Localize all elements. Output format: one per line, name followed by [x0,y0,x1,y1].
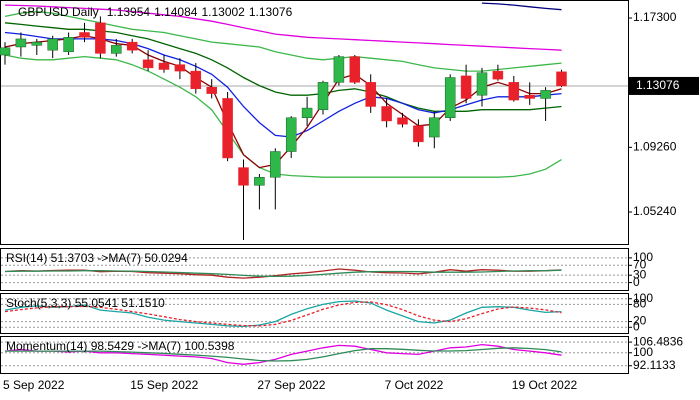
y-tick-label: 0 [633,319,640,333]
x-tick-label: 5 Sep 2022 [3,378,65,392]
y-tick-label: 0 [633,275,640,289]
panel-frame [0,293,629,334]
candle-body [142,59,154,69]
panel-title: Momentum(14) 98.5429 ->MA(7) 100.5398 [6,339,235,353]
ohlc-value: 1.13076 [249,5,293,19]
candle-body [158,62,170,70]
price-label: 1.13076 [636,78,680,92]
indicator-line [4,10,562,72]
candle-body [301,107,313,118]
candle-body [397,117,408,125]
chart-title: GBPUSD Daily [18,5,99,19]
candle-body [365,82,376,107]
candle-body [492,70,504,80]
candle-body [556,71,567,87]
y-tick-label: 30 [633,267,647,281]
candle-body [238,167,249,186]
candle-body [254,176,265,186]
candle-body [174,64,186,72]
candle-body [444,77,456,118]
candle-body [63,37,74,53]
y-tick-label: 20 [633,314,647,328]
candle-body [206,86,217,94]
candle-body [381,106,392,122]
indicator-line [4,300,562,328]
y-tick-label: 80 [633,297,647,311]
candle-body [79,32,90,38]
y-tick-label: 1.05240 [633,204,677,218]
chart-header: GBPUSD Daily 1.13954 1.14084 1.13002 1.13076 [18,5,293,19]
candle-body [524,94,535,99]
ohlc-value: 1.14084 [154,5,198,19]
y-tick-label: 1.17300 [633,10,677,24]
candle-body [126,41,138,51]
indicator-line [4,4,562,51]
indicator-line [4,54,562,178]
panel-title: RSI(14) 51.3703 ->MA(7) 50.0294 [6,251,188,265]
indicator-line [4,268,562,279]
candle-body [429,117,440,138]
candle-body [270,151,281,178]
price-label-box [629,76,699,95]
indicator-line [4,269,562,278]
candle-body [317,82,329,110]
x-tick-label: 7 Oct 2022 [385,378,444,392]
panel-frame [0,248,629,291]
candle-body [333,56,345,83]
panel-frame [0,0,629,245]
y-tick-label: 100 [633,345,653,359]
candle-body [47,38,58,51]
candle-body [15,38,27,48]
y-tick-label: 100 [633,291,653,305]
indicator-line [5,347,562,362]
candle-body [476,72,488,96]
candle-body [540,90,551,99]
candle-body [285,117,297,152]
panel-title: Stoch(5,3,3) 55.0541 51.1510 [6,296,165,310]
indicator-line [4,301,562,327]
x-tick-label: 15 Sep 2022 [130,378,198,392]
candle-body [0,47,11,56]
candle-body [190,70,202,90]
ohlc-value: 1.13954 [107,5,151,19]
y-tick-label: 92.1133 [633,358,676,372]
indicator-line [4,343,562,365]
candle-body [349,56,361,83]
indicator-line [481,2,562,11]
candle-body [413,125,424,143]
y-tick-label: 106.4836 [633,334,683,348]
ohlc-value: 1.13002 [201,5,245,19]
candle-body [95,22,106,54]
candle-body [31,41,43,46]
y-tick-label: 1.09260 [633,140,677,154]
candle-body [460,75,472,99]
candle-body [111,45,122,54]
panel-frame [0,336,629,374]
candle-body [222,98,233,159]
x-tick-label: 27 Sep 2022 [257,378,325,392]
candle-body [508,82,520,101]
y-tick-label: 70 [633,257,647,271]
y-tick-label: 100 [633,250,653,264]
x-tick-label: 19 Oct 2022 [512,378,578,392]
